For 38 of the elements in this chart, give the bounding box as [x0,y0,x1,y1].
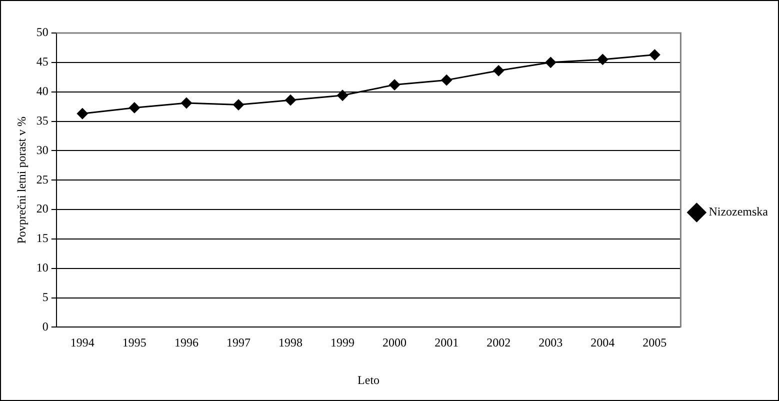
x-tick-label: 1994 [70,336,94,350]
y-tick-label: 50 [36,25,48,40]
y-tick-label: 25 [36,172,48,186]
y-tick-label: 0 [42,319,48,334]
point [597,54,608,65]
y-tick-label: 15 [36,231,48,246]
x-tick-label: 2000 [382,336,407,350]
point [76,108,88,120]
x-tick-label: 1998 [278,336,303,350]
x-axis-title: Leto [358,372,380,387]
x-tick-label: 1997 [226,336,250,350]
legend-label: Nizozemska [708,204,769,219]
x-tick-label: 1995 [122,336,146,350]
y-axis-title: Povprečni letni porast v % [14,116,28,244]
y-tick-label: 5 [42,290,48,304]
point [389,79,400,90]
point [441,74,452,86]
x-tick-label: 2002 [486,336,511,350]
x-tick-label: 1999 [330,336,355,350]
point [649,49,660,60]
point [493,65,504,76]
x-tick-label: 1996 [174,336,198,350]
x-tick-label: 2005 [642,336,667,350]
point [337,90,348,101]
point [128,102,140,114]
x-tick-label: 2001 [434,336,459,350]
y-tick-label: 35 [36,113,48,128]
y-tick-label: 10 [36,260,48,275]
y-tick-label: 40 [36,84,48,98]
y-tick-label: 20 [36,202,48,216]
x-tick-label: 2003 [538,336,563,350]
point [180,98,192,109]
y-tick-label: 45 [36,54,48,69]
x-tick-label: 2004 [590,336,615,350]
point [232,99,244,110]
point [545,56,556,68]
y-tick-label: 30 [36,142,48,157]
point [285,94,296,106]
